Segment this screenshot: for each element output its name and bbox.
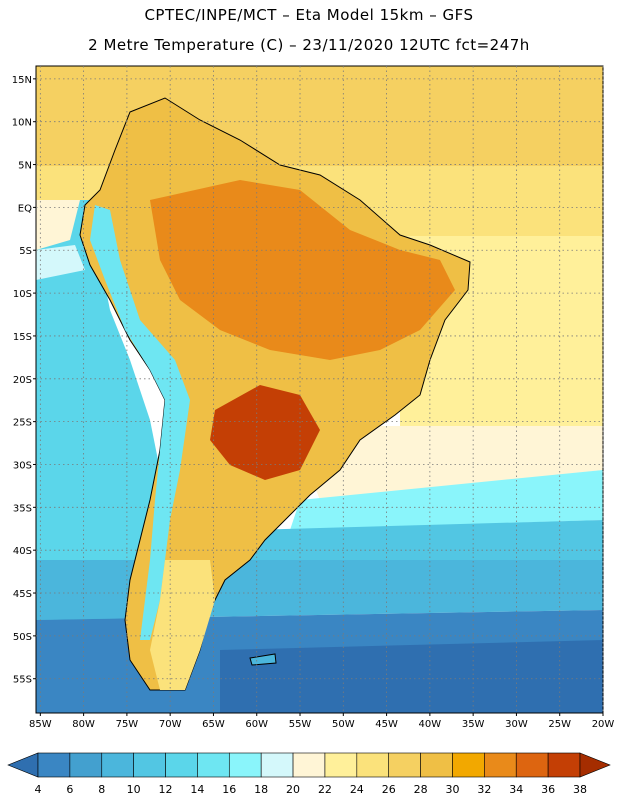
ocean-band-atlantic-mid [290, 426, 603, 500]
lon-label: 80W [72, 719, 95, 730]
lon-label: 65W [202, 719, 225, 730]
colorbar-segment [292, 752, 326, 778]
lon-label: 35W [462, 719, 485, 730]
lat-label: 45S [13, 589, 32, 600]
colorbar-segment [547, 752, 581, 778]
longitude-labels: 85W 80W 75W 70W 65W 60W 55W 50W 45W 40W 35W 30W 25W 2… [29, 719, 614, 730]
lon-label: 45W [375, 719, 398, 730]
chaco-hot-region [210, 385, 320, 480]
lat-label: 55S [13, 675, 32, 686]
lon-label: 85W [29, 719, 52, 730]
colorbar-label: 16 [222, 783, 236, 796]
colorbar-segment [452, 752, 485, 778]
lat-label: 40S [13, 546, 32, 557]
falkland-islands [249, 653, 277, 666]
lat-label: 50S [13, 632, 32, 643]
map-field [36, 66, 603, 713]
colorbar-label: 34 [509, 783, 523, 796]
lon-label: 50W [332, 719, 355, 730]
lat-label: 15S [13, 332, 32, 343]
colorbar-label: 10 [127, 783, 141, 796]
map-subtitle: 2 Metre Temperature (C) – 23/11/2020 12U… [88, 36, 530, 54]
lon-label: 20W [592, 719, 615, 730]
map-title: CPTEC/INPE/MCT – Eta Model 15km – GFS [144, 6, 474, 24]
lon-label: 75W [116, 719, 139, 730]
lat-label: 10N [12, 118, 32, 129]
lat-label: EQ [18, 203, 32, 214]
andes-cold-strip [90, 205, 190, 640]
colorbar-segment [420, 752, 453, 778]
lon-label: 40W [419, 719, 442, 730]
colorbar-label: 22 [318, 783, 332, 796]
colorbar-segment [133, 752, 166, 778]
colorbar-segment [197, 752, 230, 778]
colorbar-label: 24 [350, 783, 364, 796]
colorbar-label: 4 [35, 783, 42, 796]
colorbar-segment [69, 752, 103, 778]
lon-label: 25W [548, 719, 571, 730]
colorbar-segment [356, 752, 390, 778]
lat-label: 35S [13, 503, 32, 514]
colorbar-segment [165, 752, 198, 778]
lat-label: 5S [19, 246, 32, 257]
colorbar-segment [515, 752, 549, 778]
lat-label: 15N [12, 75, 32, 86]
colorbar-label: 26 [382, 783, 396, 796]
lat-label: 30S [13, 460, 32, 471]
lat-label: 25S [13, 418, 32, 429]
colorbar-label: 12 [159, 783, 173, 796]
colorbar [7, 752, 611, 778]
colorbar-label: 28 [414, 783, 428, 796]
lon-label: 70W [159, 719, 182, 730]
colorbar-segment [324, 752, 358, 778]
colorbar-segment [228, 752, 262, 778]
ocean-band-pacific-warm [36, 200, 80, 250]
colorbar-labels: 4 6 8 10 12 14 16 18 20 22 24 26 28 30 32 34 36 38 [35, 783, 588, 796]
graticule [33, 66, 604, 716]
lat-label: 10S [13, 289, 32, 300]
colorbar-label: 18 [254, 783, 268, 796]
lon-label: 60W [245, 719, 268, 730]
colorbar-label: 30 [445, 783, 459, 796]
colorbar-segment [388, 752, 421, 778]
lon-label: 30W [505, 719, 528, 730]
patagonia-cool-region [150, 560, 215, 690]
amazon-warm-region [150, 180, 455, 360]
colorbar-segment [484, 752, 517, 778]
colorbar-low-arrow [7, 752, 39, 778]
lat-label: 5N [18, 161, 32, 172]
ocean-band-atlantic-cool [290, 470, 603, 530]
colorbar-segment [101, 752, 134, 778]
ocean-band-south-3 [220, 640, 603, 713]
lat-label: 20S [13, 375, 32, 386]
colorbar-segment [37, 752, 71, 778]
colorbar-label: 32 [477, 783, 491, 796]
colorbar-label: 20 [286, 783, 300, 796]
map-frame [35, 65, 604, 714]
latitude-labels: 15N 10N 5N EQ 5S 10S 15S 20S 25S 30S 35S 40S 45S 50S 5… [12, 75, 32, 686]
colorbar-segment [260, 752, 294, 778]
lon-label: 55W [289, 719, 312, 730]
colorbar-high-arrow [579, 752, 611, 778]
colorbar-label: 14 [190, 783, 204, 796]
ocean-band-pacific-cool [36, 245, 85, 280]
ocean-band-south-1 [36, 560, 603, 620]
colorbar-label: 36 [541, 783, 555, 796]
colorbar-label: 8 [98, 783, 105, 796]
colorbar-label: 6 [66, 783, 73, 796]
colorbar-label: 38 [573, 783, 587, 796]
